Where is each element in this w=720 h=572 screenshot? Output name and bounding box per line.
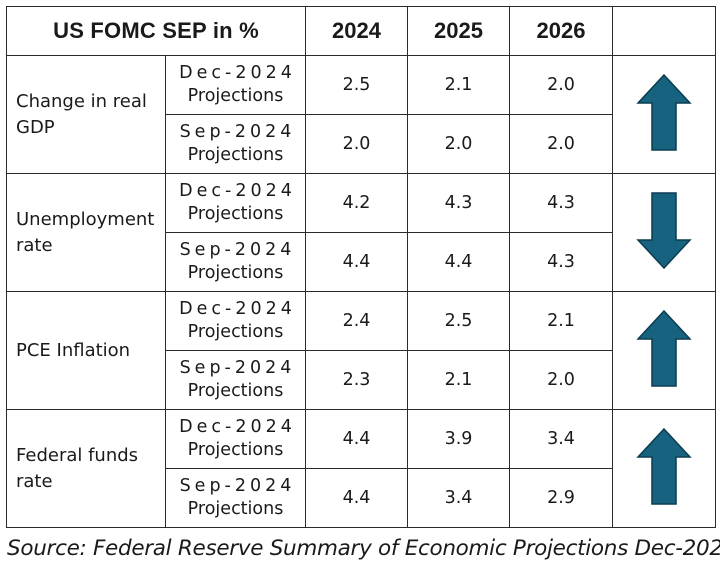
- year-header-2024: 2024: [305, 6, 408, 56]
- projection-word: Projections: [187, 86, 284, 106]
- value-cell-2025: 2.0: [407, 114, 510, 174]
- table-row: Sep-2024 Projections 2.3 2.1 2.0: [7, 350, 716, 410]
- projection-word: Projections: [187, 263, 284, 283]
- indicator-label-pce-inflation: PCE Inflation: [6, 291, 166, 410]
- table-row: PCE Inflation Dec-2024 Projections 2.4 2.5 2.…: [6, 291, 716, 410]
- value-cell-2024: 2.4: [305, 291, 408, 351]
- value-cell-2026: 2.9: [509, 468, 613, 528]
- projection-label: Dec-2024 Projections: [165, 173, 306, 233]
- value-cell-2026: 3.4: [509, 409, 613, 469]
- value-cell-2024: 4.2: [305, 173, 408, 233]
- table-row: Sep-2024 Projections 2.0 2.0 2.0: [7, 114, 716, 174]
- projection-word: Projections: [187, 499, 284, 519]
- value-cell-2025: 2.1: [407, 350, 510, 410]
- year-header-2025: 2025: [407, 6, 510, 56]
- header-row: US FOMC SEP in % 2024 2025 2026: [6, 6, 716, 56]
- value-cell-2024: 4.4: [305, 232, 408, 292]
- value-cell-2024: 2.3: [305, 350, 408, 410]
- table-row: Unemployment rate Dec-2024 Projections 4.2 4…: [6, 173, 716, 292]
- value-cell-2025: 2.1: [407, 55, 510, 115]
- value-cell-2025: 4.3: [407, 173, 510, 233]
- projection-label: Dec-2024 Projections: [165, 409, 306, 469]
- value-cell-2024: 2.0: [305, 114, 408, 174]
- table-row: Change in real GDP Dec-2024 Projections 2.5…: [6, 55, 716, 174]
- arrow-up-icon: [636, 309, 692, 393]
- value-cell-2026: 2.1: [509, 291, 613, 351]
- projection-label: Sep-2024 Projections: [165, 232, 306, 292]
- table-row: Sep-2024 Projections 4.4 4.4 4.3: [7, 232, 716, 292]
- projection-word: Projections: [187, 322, 284, 342]
- value-cell-2024: 2.5: [305, 55, 408, 115]
- projection-word: Projections: [187, 440, 284, 460]
- value-cell-2025: 3.9: [407, 409, 510, 469]
- projection-date: Dec-2024: [179, 299, 296, 319]
- value-cell-2026: 4.3: [509, 232, 613, 292]
- projection-label: Dec-2024 Projections: [165, 55, 306, 115]
- value-cell-2026: 2.0: [509, 114, 613, 174]
- projection-date: Sep-2024: [179, 476, 296, 496]
- value-cell-2026: 4.3: [509, 173, 613, 233]
- projection-date: Dec-2024: [179, 63, 296, 83]
- projection-label: Dec-2024 Projections: [165, 291, 306, 351]
- indicator-label-unemployment-rate: Unemployment rate: [6, 173, 166, 292]
- indicator-label-change-in-real-gdp: Change in real GDP: [6, 55, 166, 174]
- table-row: Federal funds rate Dec-2024 Projections 4.4…: [6, 409, 716, 528]
- value-cell-2024: 4.4: [305, 468, 408, 528]
- table-body: Change in real GDP Dec-2024 Projections 2.5…: [6, 55, 716, 528]
- trend-cell: [612, 291, 716, 410]
- source-note: Source: Federal Reserve Summary of Econo…: [7, 536, 720, 561]
- value-cell-2025: 4.4: [407, 232, 510, 292]
- trend-cell: [612, 55, 716, 174]
- projection-date: Sep-2024: [179, 240, 296, 260]
- trend-header: [612, 6, 716, 56]
- value-cell-2025: 3.4: [407, 468, 510, 528]
- value-cell-2026: 2.0: [509, 350, 613, 410]
- table-row: Sep-2024 Projections 4.4 3.4 2.9: [7, 468, 716, 528]
- arrow-up-icon: [636, 427, 692, 511]
- projection-label: Sep-2024 Projections: [165, 350, 306, 410]
- trend-cell: [612, 173, 716, 292]
- arrow-up-icon: [636, 73, 692, 157]
- projection-word: Projections: [187, 145, 284, 165]
- table-title: US FOMC SEP in %: [6, 6, 306, 56]
- projection-label: Sep-2024 Projections: [165, 114, 306, 174]
- arrow-down-icon: [636, 191, 692, 275]
- projection-date: Dec-2024: [179, 181, 296, 201]
- value-cell-2024: 4.4: [305, 409, 408, 469]
- indicator-label-federal-funds-rate: Federal funds rate: [6, 409, 166, 528]
- projection-word: Projections: [187, 381, 284, 401]
- fomc-sep-table: US FOMC SEP in % 2024 2025 2026 Change i…: [6, 6, 716, 528]
- projection-date: Sep-2024: [179, 358, 296, 378]
- projection-word: Projections: [187, 204, 284, 224]
- value-cell-2025: 2.5: [407, 291, 510, 351]
- projection-date: Sep-2024: [179, 122, 296, 142]
- trend-cell: [612, 409, 716, 528]
- value-cell-2026: 2.0: [509, 55, 613, 115]
- year-header-2026: 2026: [509, 6, 613, 56]
- projection-label: Sep-2024 Projections: [165, 468, 306, 528]
- projection-date: Dec-2024: [179, 417, 296, 437]
